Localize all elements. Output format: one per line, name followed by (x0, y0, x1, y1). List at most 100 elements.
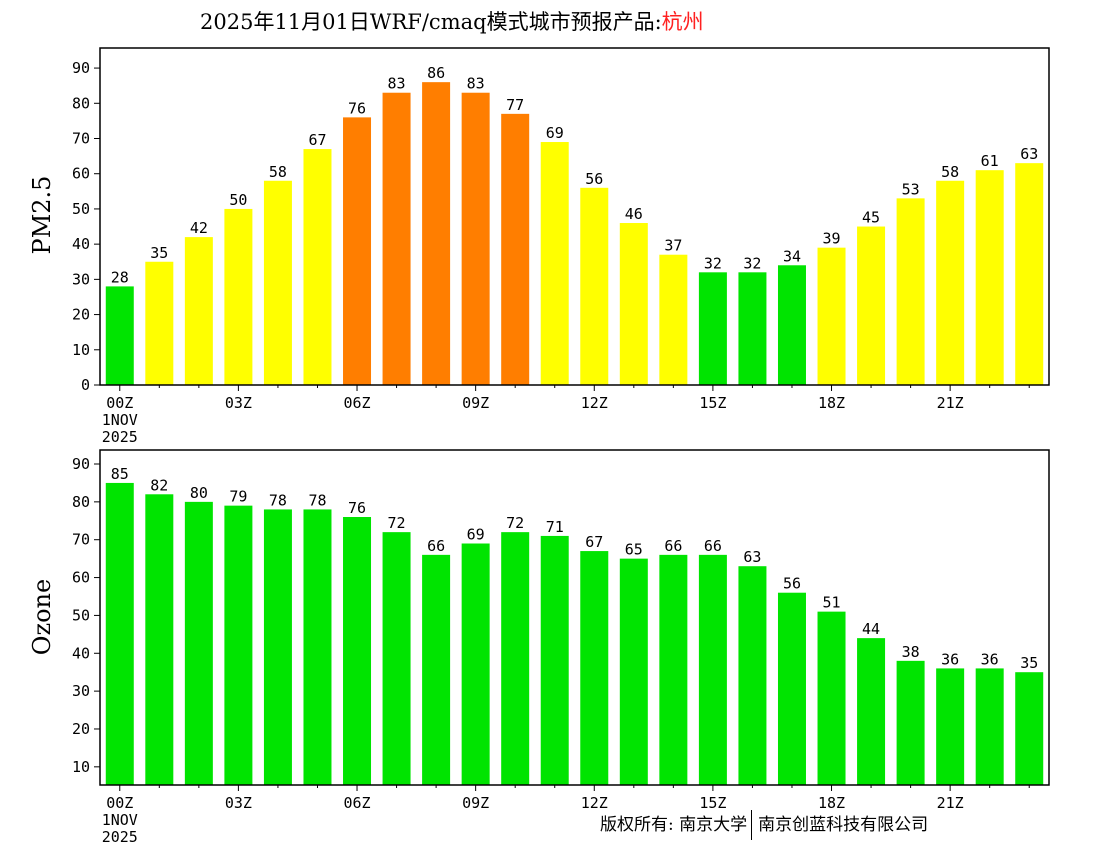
bar (382, 92, 411, 385)
copyright-right: 南京创蓝科技有限公司 (758, 815, 929, 835)
x-tick-label: 12Z (581, 394, 608, 412)
bar-value-label: 56 (783, 575, 801, 593)
bar-value-label: 28 (111, 268, 129, 286)
x-date-label: 1NOV (102, 411, 138, 429)
bar-value-label: 51 (822, 594, 840, 612)
bar (224, 208, 253, 385)
bar (817, 611, 846, 785)
x-date-label: 2025 (102, 428, 138, 446)
x-tick-label: 18Z (818, 794, 845, 812)
y-tick-label: 40 (72, 235, 90, 253)
bar-value-label: 36 (981, 650, 999, 668)
x-tick-label: 00Z (106, 394, 133, 412)
bar (1015, 672, 1044, 785)
bar (659, 254, 688, 385)
x-tick-label: 18Z (818, 394, 845, 412)
bar (975, 668, 1004, 785)
bar-value-label: 44 (862, 620, 880, 638)
bar-value-label: 38 (902, 643, 920, 661)
bar-value-label: 65 (625, 541, 643, 559)
x-tick-label: 15Z (699, 794, 726, 812)
bar-value-label: 69 (467, 525, 485, 543)
y-tick-label: 50 (72, 606, 90, 624)
bar-value-label: 63 (1020, 145, 1038, 163)
y-tick-label: 60 (72, 569, 90, 587)
x-tick-label: 21Z (937, 394, 964, 412)
bar (896, 198, 925, 385)
bar-value-label: 58 (941, 163, 959, 181)
bar-value-label: 35 (150, 244, 168, 262)
bar (857, 226, 886, 385)
y-tick-label: 0 (81, 376, 90, 394)
y-tick-label: 90 (72, 455, 90, 473)
bar-value-label: 66 (664, 537, 682, 555)
bar (738, 566, 767, 785)
bar (1015, 163, 1044, 385)
bar-value-label: 61 (981, 152, 999, 170)
bar-value-label: 58 (269, 163, 287, 181)
bar (619, 223, 648, 385)
bar (975, 170, 1004, 385)
bar (738, 272, 767, 385)
bar (777, 265, 806, 385)
bar-value-label: 78 (308, 491, 326, 509)
bar-value-label: 69 (546, 124, 564, 142)
bar (184, 237, 213, 385)
y-tick-label: 10 (72, 341, 90, 359)
title-text: 2025年11月01日WRF/cmaq模式城市预报产品: (200, 10, 662, 34)
y-tick-label: 20 (72, 720, 90, 738)
x-tick-label: 12Z (581, 794, 608, 812)
bar (461, 92, 490, 385)
x-tick-label: 06Z (343, 394, 370, 412)
chart-title: 2025年11月01日WRF/cmaq模式城市预报产品:杭州 (200, 6, 704, 36)
bar (580, 551, 609, 785)
bar-value-label: 53 (902, 180, 920, 198)
x-tick-label: 09Z (462, 794, 489, 812)
bar (343, 517, 372, 785)
bar (105, 286, 134, 385)
y-tick-label: 80 (72, 493, 90, 511)
bar (461, 543, 490, 785)
bar (817, 247, 846, 385)
bar-value-label: 83 (388, 75, 406, 93)
bar (145, 261, 174, 385)
x-tick-label: 21Z (937, 794, 964, 812)
y-tick-label: 40 (72, 644, 90, 662)
bar-value-label: 82 (150, 476, 168, 494)
bar-value-label: 63 (743, 548, 761, 566)
bar-value-label: 66 (704, 537, 722, 555)
y-tick-label: 30 (72, 682, 90, 700)
x-date-label: 1NOV (102, 811, 138, 829)
x-tick-label: 03Z (225, 794, 252, 812)
bar-value-label: 79 (229, 488, 247, 506)
bar-value-label: 37 (664, 237, 682, 255)
y-tick-label: 10 (72, 758, 90, 776)
bar (857, 638, 886, 785)
bar (343, 117, 372, 385)
y-tick-label: 90 (72, 59, 90, 77)
bar-value-label: 50 (229, 191, 247, 209)
x-tick-label: 15Z (699, 394, 726, 412)
footer-separator (751, 810, 753, 840)
bar-value-label: 46 (625, 205, 643, 223)
y-axis-label: PM2.5 (28, 176, 56, 255)
y-tick-label: 70 (72, 531, 90, 549)
x-tick-label: 03Z (225, 394, 252, 412)
bar (303, 509, 332, 785)
bar (698, 272, 727, 385)
y-tick-label: 80 (72, 94, 90, 112)
bar-value-label: 77 (506, 96, 524, 114)
bar (105, 482, 134, 785)
bar-value-label: 35 (1020, 654, 1038, 672)
y-axis-label: Ozone (28, 579, 56, 655)
bar (619, 558, 648, 785)
bar (501, 532, 530, 785)
bar-value-label: 86 (427, 64, 445, 82)
bar (936, 668, 965, 785)
bar-value-label: 42 (190, 219, 208, 237)
bar-value-label: 67 (585, 533, 603, 551)
bar-value-label: 71 (546, 518, 564, 536)
x-tick-label: 06Z (343, 794, 370, 812)
x-tick-label: 00Z (106, 794, 133, 812)
